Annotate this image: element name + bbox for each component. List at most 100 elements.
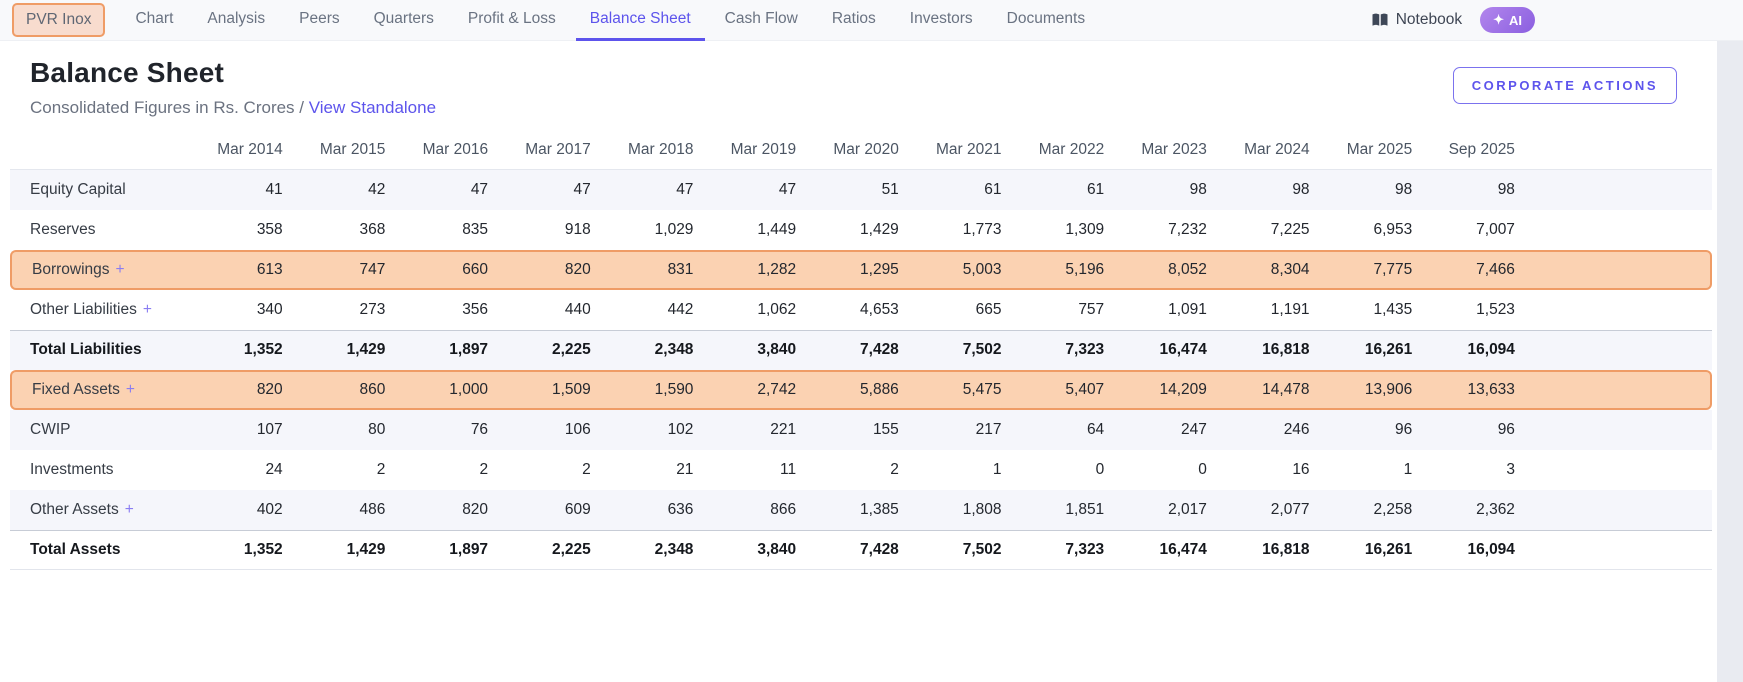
cell-value: 757 (1001, 290, 1105, 330)
cell-value: 7,323 (1001, 530, 1105, 570)
expand-plus-icon[interactable]: + (142, 301, 152, 318)
nav-tab-ratios[interactable]: Ratios (831, 9, 876, 27)
cell-value: 820 (385, 490, 489, 530)
scrollbar-strip[interactable] (1717, 41, 1743, 682)
view-standalone-link[interactable]: View Standalone (308, 98, 437, 117)
nav-tab-investors[interactable]: Investors (909, 9, 973, 27)
cell-value: 16 (1206, 450, 1310, 490)
cell-value: 61 (1001, 170, 1105, 210)
notebook-button[interactable]: Notebook (1371, 11, 1462, 29)
nav-tab-documents[interactable]: Documents (1006, 9, 1086, 27)
cell-value: 1,897 (385, 330, 489, 370)
cell-value: 13,906 (1309, 370, 1413, 410)
table-row: Equity Capital 41 42 47 47 47 47 51 61 61 98 98 98 98 (10, 170, 1712, 210)
cell-value: 98 (1104, 170, 1207, 210)
row-label[interactable]: Other Assets + (10, 490, 180, 530)
cell-value: 820 (488, 250, 591, 290)
cell-value: 5,196 (1001, 250, 1105, 290)
balance-sheet-table-wrap: Mar 2014 Mar 2015 Mar 2016 Mar 2017 Mar 2018… (10, 132, 1743, 570)
cell-value: 16,474 (1104, 530, 1207, 570)
cell-value: 5,475 (898, 370, 1002, 410)
cell-value: 1,773 (898, 210, 1002, 250)
corporate-actions-button[interactable]: CORPORATE ACTIONS (1452, 67, 1677, 104)
row-label: Total Liabilities (10, 330, 180, 370)
cell-value: 16,818 (1206, 330, 1310, 370)
cell-value: 96 (1412, 410, 1515, 450)
ai-button[interactable]: ✦ AI (1480, 7, 1535, 33)
cell-value: 2,362 (1412, 490, 1515, 530)
cell-spacer (1514, 370, 1712, 410)
cell-value: 860 (282, 370, 386, 410)
cell-value: 221 (693, 410, 797, 450)
cell-value: 2,077 (1206, 490, 1310, 530)
column-header: Mar 2023 (1104, 132, 1207, 170)
nav-tab-peers[interactable]: Peers (299, 9, 340, 27)
cell-value: 7,225 (1206, 210, 1310, 250)
row-label-text: Borrowings (32, 261, 110, 278)
subtitle-text: Consolidated Figures in Rs. Crores / (30, 98, 305, 117)
cell-value: 41 (180, 170, 283, 210)
cell-value: 2 (796, 450, 899, 490)
sparkle-icon: ✦ (1493, 12, 1504, 27)
cell-value: 64 (1001, 410, 1105, 450)
nav-company-highlight-box[interactable]: PVR Inox (12, 3, 106, 37)
column-header-spacer (1514, 132, 1712, 170)
cell-value: 80 (282, 410, 386, 450)
cell-value: 4,653 (796, 290, 899, 330)
cell-value: 1,309 (1001, 210, 1105, 250)
row-label: CWIP (10, 410, 180, 450)
table-row: Reserves 358 368 835 918 1,029 1,449 1,429 1,773… (10, 210, 1712, 250)
cell-value: 358 (180, 210, 283, 250)
cell-value: 1 (1309, 450, 1413, 490)
cell-value: 1,523 (1412, 290, 1515, 330)
cell-value: 1,590 (590, 370, 694, 410)
cell-value: 665 (898, 290, 1002, 330)
row-label[interactable]: Other Liabilities + (10, 290, 180, 330)
cell-value: 7,428 (796, 530, 899, 570)
cell-value: 3,840 (693, 530, 797, 570)
cell-value: 16,261 (1309, 330, 1413, 370)
notebook-label: Notebook (1395, 11, 1463, 28)
cell-value: 660 (385, 250, 489, 290)
table-row: Borrowings +613 747 660 820 831 1,282 1,295 5,00… (10, 250, 1712, 290)
cell-value: 106 (488, 410, 591, 450)
cell-value: 6,953 (1309, 210, 1413, 250)
cell-value: 368 (282, 210, 386, 250)
expand-plus-icon[interactable]: + (124, 501, 134, 518)
nav-bar: PVR Inox Chart Analysis Peers Quarters Profi… (0, 0, 1743, 41)
cell-value: 2 (488, 450, 591, 490)
nav-tab-balance-sheet[interactable]: Balance Sheet (575, 0, 705, 41)
nav-tab-chart[interactable]: Chart (135, 9, 174, 27)
nav-tab-quarters[interactable]: Quarters (373, 9, 434, 27)
row-label-text: Equity Capital (30, 181, 126, 198)
expand-plus-icon[interactable]: + (115, 261, 125, 278)
cell-value: 7,502 (898, 530, 1002, 570)
column-header: Mar 2021 (898, 132, 1002, 170)
cell-spacer (1514, 290, 1712, 330)
cell-value: 3,840 (693, 330, 797, 370)
cell-value: 1,029 (590, 210, 694, 250)
row-label: Reserves (10, 210, 180, 250)
row-label: Equity Capital (10, 170, 180, 210)
cell-value: 1 (898, 450, 1002, 490)
cell-spacer (1514, 530, 1712, 570)
expand-plus-icon[interactable]: + (125, 381, 135, 398)
cell-value: 246 (1206, 410, 1310, 450)
cell-value: 24 (180, 450, 283, 490)
row-label[interactable]: Borrowings + (10, 250, 180, 290)
cell-value: 1,509 (488, 370, 591, 410)
cell-value: 820 (180, 370, 283, 410)
column-header: Mar 2014 (180, 132, 283, 170)
row-label-text: Reserves (30, 221, 96, 238)
cell-value: 1,808 (898, 490, 1002, 530)
cell-value: 47 (590, 170, 694, 210)
cell-value: 16,094 (1412, 330, 1515, 370)
cell-value: 831 (590, 250, 694, 290)
row-label[interactable]: Fixed Assets + (10, 370, 180, 410)
cell-spacer (1514, 490, 1712, 530)
cell-value: 47 (385, 170, 489, 210)
nav-tab-profit-loss[interactable]: Profit & Loss (467, 9, 556, 27)
nav-tab-analysis[interactable]: Analysis (207, 9, 266, 27)
nav-tab-cash-flow[interactable]: Cash Flow (724, 9, 798, 27)
cell-value: 8,304 (1206, 250, 1310, 290)
